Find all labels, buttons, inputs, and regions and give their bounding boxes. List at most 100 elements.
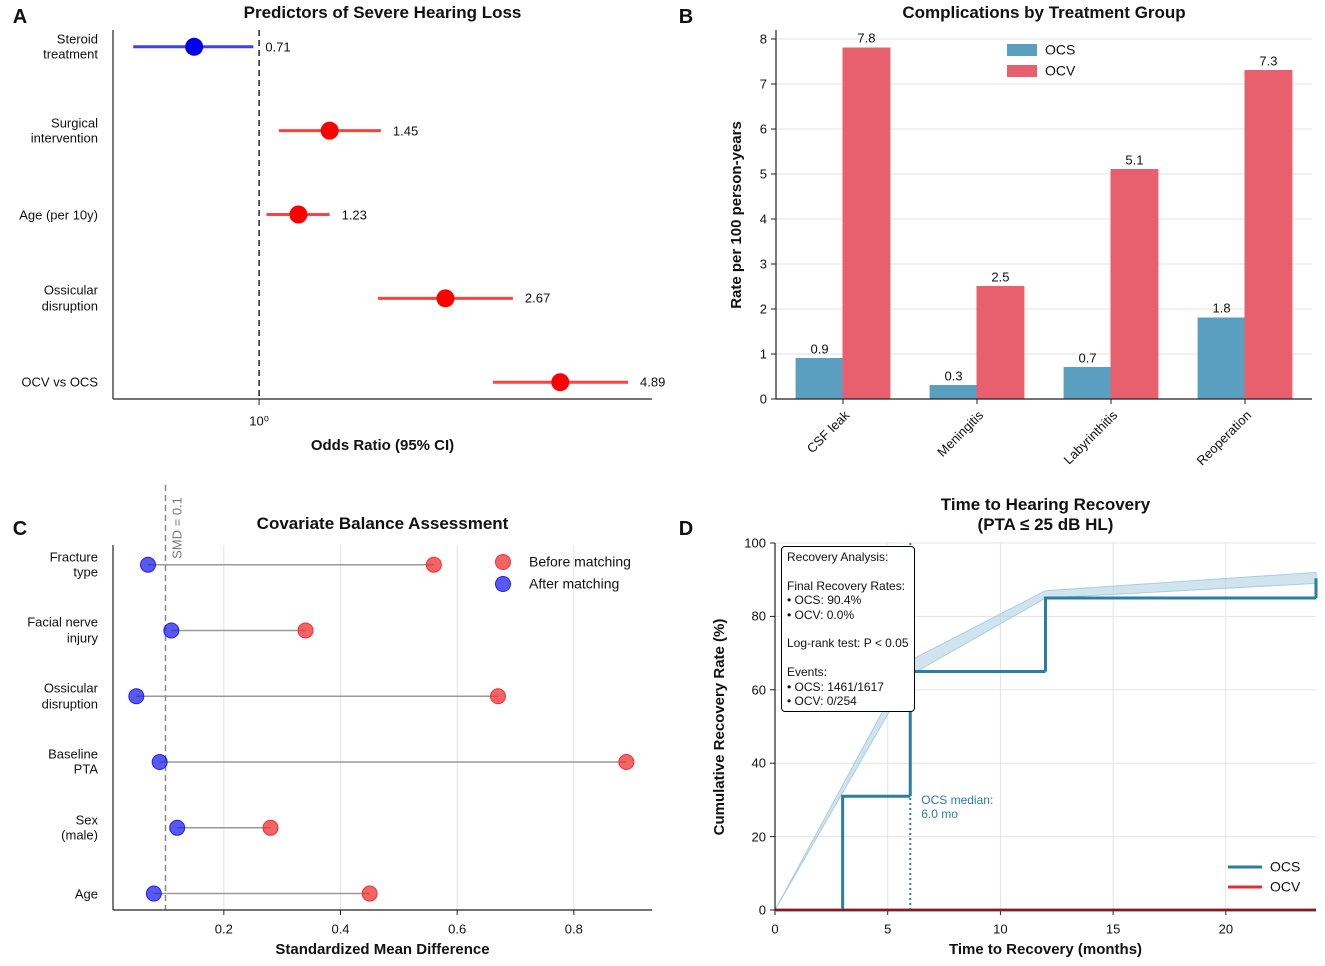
legend-label: Before matching [529,553,631,570]
x-tick-label: 5 [884,921,892,937]
chart-title: Complications by Treatment Group [902,2,1186,22]
value-label: 0.71 [265,39,291,55]
point [151,754,168,771]
y-tick-label: Ossicular disruption [41,283,98,314]
y-tick-label: 40 [751,755,766,771]
y-tick-label: 5 [759,166,767,182]
point [169,819,186,836]
legend-label: OCS [1045,41,1076,58]
point [490,688,506,705]
x-axis-label: Standardized Mean Difference [275,941,490,959]
y-tick-label: 60 [751,682,766,698]
x-tick-label: 20 [1218,921,1234,937]
bar [1197,317,1246,400]
x-tick-label: 0.8 [564,921,583,937]
value-label: 4.89 [640,374,666,390]
bar [976,286,1025,400]
panel-label: A [12,6,28,29]
x-tick-label: 0.6 [448,921,467,937]
bar [842,47,891,400]
threshold-label: SMD = 0.1 [168,497,184,559]
step-line [1044,596,1316,672]
confidence-band [774,571,1317,911]
y-tick-label: 100 [744,535,766,551]
x-tick-label: 15 [1105,921,1121,937]
median-label: OCS median: 6.0 mo [921,792,994,821]
x-tick-label: 0.2 [214,921,233,937]
value-label: 2.5 [991,268,1010,284]
point [128,688,145,705]
value-label: 7.3 [1259,52,1278,68]
point [297,622,314,639]
bar [795,358,844,400]
x-tick-label: 0 [771,921,779,937]
bar [1063,367,1112,400]
y-tick-label: 0 [759,391,767,407]
y-tick-label: Facial nerve injury [27,615,98,646]
y-tick-label: Age (per 10y) [19,206,98,222]
point [425,556,442,573]
value-label: 1.45 [392,122,419,138]
y-tick-label: 2 [759,301,767,317]
x-axis-label: Odds Ratio (95% CI) [310,437,455,455]
value-label: 7.8 [857,30,876,46]
point [551,373,570,392]
y-tick-label: OCV vs OCS [21,374,98,390]
y-tick-label: Surgical intervention [30,115,98,146]
point [361,885,378,902]
y-tick-label: 8 [759,31,767,47]
point [436,289,455,308]
y-axis-label: Rate per 100 person-years [728,120,746,309]
point [289,205,308,224]
panel-label: D [678,518,694,541]
annotation-box: Recovery Analysis: Final Recovery Rates:… [781,546,915,713]
bar [1110,169,1159,400]
bar [929,385,978,400]
point [320,121,339,140]
x-axis-label: Time to Recovery (months) [948,941,1143,959]
point [140,556,156,573]
chart-title: Covariate Balance Assessment [256,513,509,533]
panel-label: B [678,6,694,29]
y-tick-label: Sex (male) [61,812,98,843]
y-tick-label: Ossicular disruption [41,680,98,712]
y-tick-label: Steroid treatment [43,31,98,62]
value-label: 1.23 [341,206,367,222]
legend-swatch [1007,44,1037,56]
value-label: 1.8 [1212,300,1231,316]
y-tick-label: 6 [759,121,767,137]
x-tick-label: 10⁰ [249,413,269,429]
legend-swatch [1007,65,1037,77]
value-label: 5.1 [1125,151,1144,167]
point [618,754,635,771]
y-tick-label: 1 [759,346,767,362]
y-tick-label: Baseline PTA [48,746,98,778]
y-tick-label: 20 [751,828,766,844]
legend-label: OCV [1270,878,1301,895]
value-label: 2.67 [524,290,551,306]
y-tick-label: 7 [759,76,767,92]
panel-label: C [12,518,28,541]
step-line [841,794,911,910]
bar [1244,70,1293,400]
y-axis-label: Cumulative Recovery Rate (%) [711,618,729,835]
point [145,885,162,902]
point [185,37,204,56]
x-tick-label: 10 [993,921,1008,937]
point [163,622,180,639]
value-label: 0.7 [1078,349,1097,365]
y-tick-label: 80 [751,608,766,624]
legend-label: OCV [1045,62,1076,79]
y-tick-label: Fracture type [49,549,98,580]
y-tick-label: 0 [758,902,766,918]
legend-label: After matching [529,575,620,592]
y-tick-label: 3 [759,256,767,272]
y-tick-label: Age [74,885,98,901]
legend-label: OCS [1270,858,1301,875]
value-label: 0.9 [810,340,829,356]
legend-marker [495,554,511,570]
chart-title: Time to Hearing Recovery (PTA ≤ 25 dB HL… [940,494,1151,534]
y-tick-label: 4 [759,211,767,227]
